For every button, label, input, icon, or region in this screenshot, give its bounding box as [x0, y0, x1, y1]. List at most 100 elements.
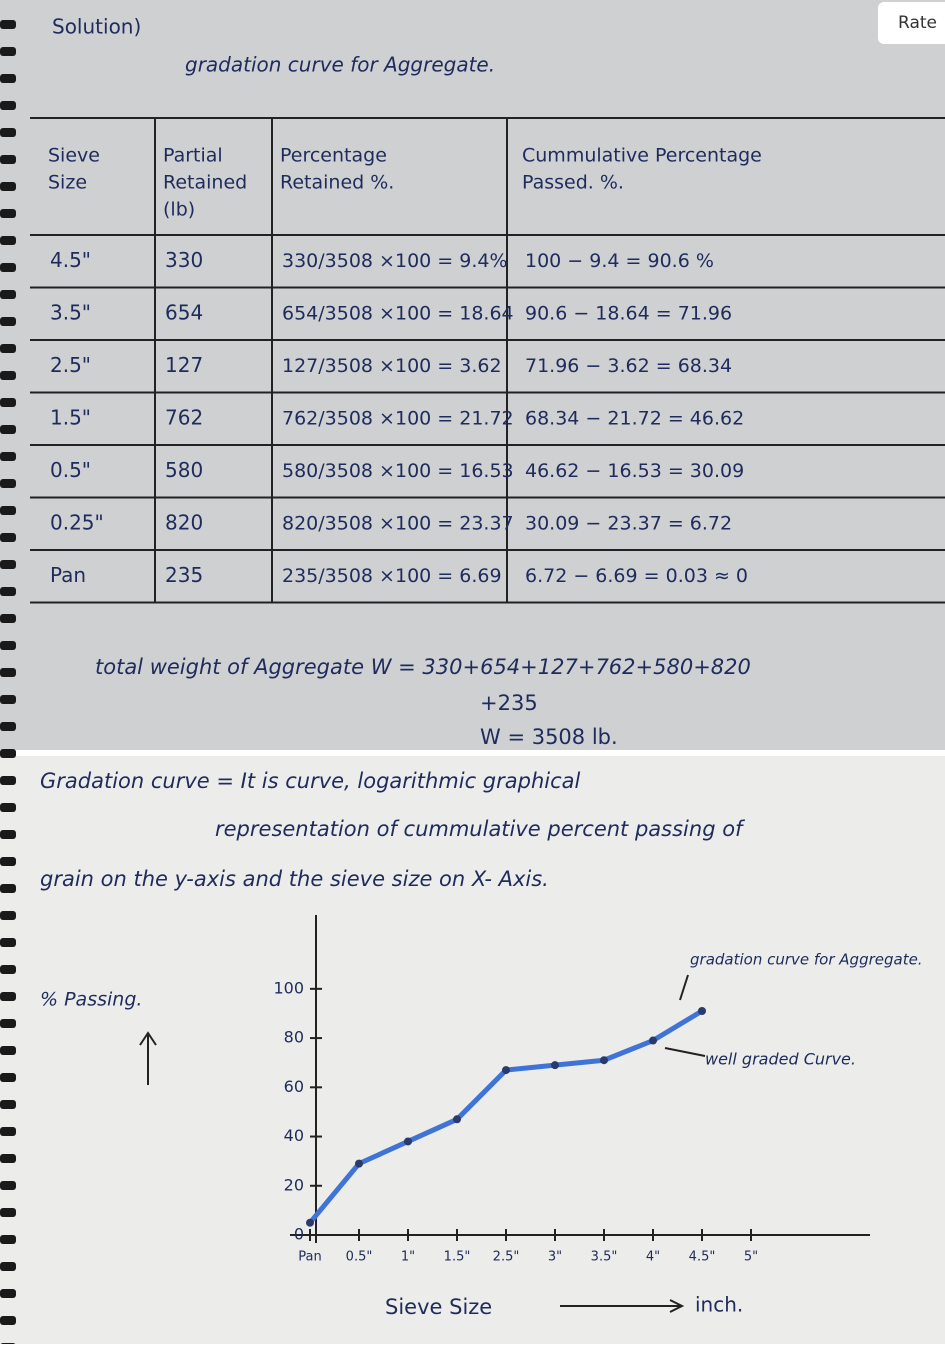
header-cell: Retained	[163, 172, 247, 194]
spiral	[0, 101, 16, 110]
spiral	[0, 857, 16, 866]
spiral	[0, 1181, 16, 1190]
notes-photo	[0, 0, 945, 750]
point	[600, 1056, 608, 1065]
spiral	[0, 398, 16, 407]
header-cell: Passed. %.	[522, 172, 624, 194]
spiral	[0, 992, 16, 1001]
table-cell: 330	[165, 248, 203, 272]
spiral	[0, 1127, 16, 1136]
table-cell: 235/3508 ×100 = 6.69	[282, 565, 502, 587]
x-tick-label: 3.5"	[591, 1250, 618, 1265]
spiral	[0, 236, 16, 245]
rate-label[interactable]: Rate	[898, 13, 937, 33]
spiral	[0, 1019, 16, 1028]
x-tick-label: 1"	[401, 1250, 415, 1265]
x-tick-label: 4.5"	[689, 1250, 716, 1265]
chart: 0 20 40 60 80 100 Pan 0.5" 1" 1.5" 2.5" 3" 3.5" 4" 4.5…	[40, 915, 923, 1319]
x-axis-label: Sieve Size	[385, 1295, 492, 1319]
table-cell: 235	[165, 563, 203, 587]
table-cell: 2.5"	[50, 353, 91, 377]
spiral	[0, 1208, 16, 1217]
table-cell: 30.09 − 23.37 = 6.72	[525, 512, 732, 534]
spiral	[0, 1073, 16, 1082]
table-cell: 71.96 − 3.62 = 68.34	[525, 355, 732, 377]
table-cell: 1.5"	[50, 405, 91, 429]
arrow	[139, 1031, 157, 1085]
y-tick-label: 80	[284, 1028, 304, 1047]
table: Sieve Size Partial Retained (lb) Percentage Re…	[30, 117, 945, 604]
heading: Solution)	[52, 15, 141, 39]
table-cell: 330/3508 ×100 = 9.4%	[282, 250, 508, 272]
total-line: +235	[480, 691, 538, 715]
spiral	[0, 776, 16, 785]
annotation: well graded Curve.	[705, 1050, 856, 1069]
table-cell: 820/3508 ×100 = 23.37	[282, 512, 514, 534]
annotation: gradation curve for Aggregate.	[690, 951, 923, 969]
x-tick-label: Pan	[298, 1250, 321, 1265]
spiral	[0, 587, 16, 596]
spiral	[0, 47, 16, 56]
spiral	[0, 452, 16, 461]
spiral	[0, 20, 16, 29]
spiral	[0, 371, 16, 380]
leader	[664, 1047, 706, 1057]
spiral	[0, 1262, 16, 1271]
spiral	[0, 938, 16, 947]
spiral	[0, 884, 16, 893]
spiral	[0, 1289, 16, 1298]
spiral	[0, 749, 16, 758]
header-cell: Percentage	[280, 145, 387, 167]
total-line: total weight of Aggregate W = 330+654+12…	[95, 655, 751, 679]
spiral	[0, 911, 16, 920]
table-cell: 0.25"	[50, 510, 104, 534]
definition-line: representation of cummulative percent pa…	[215, 817, 746, 841]
point	[551, 1061, 559, 1070]
graph-photo	[0, 756, 945, 1344]
y-tick-label: 20	[284, 1175, 304, 1194]
spiral	[0, 614, 16, 623]
arrow	[560, 1299, 685, 1313]
point	[306, 1218, 314, 1227]
spiral	[0, 344, 16, 353]
spiral	[0, 668, 16, 677]
spiral	[0, 1316, 16, 1325]
x-axis-unit: inch.	[695, 1293, 743, 1317]
spiral	[0, 263, 16, 272]
table-cell: 762/3508 ×100 = 21.72	[282, 407, 514, 429]
x-tick-label: 5"	[744, 1250, 758, 1265]
spiral	[0, 155, 16, 164]
rate-button[interactable]	[878, 2, 945, 44]
separator	[0, 750, 945, 756]
header-cell: Sieve	[48, 145, 100, 167]
point	[355, 1159, 363, 1168]
table-cell: 90.6 − 18.64 = 71.96	[525, 302, 732, 324]
spiral	[0, 1154, 16, 1163]
spiral	[0, 722, 16, 731]
point	[649, 1036, 657, 1045]
header-cell: Retained %.	[280, 172, 394, 194]
spiral	[0, 695, 16, 704]
spiral	[0, 209, 16, 218]
table-cell: 654	[165, 300, 203, 324]
spiral	[0, 182, 16, 191]
table-cell: 4.5"	[50, 248, 91, 272]
header-cell: (lb)	[163, 199, 195, 221]
spiral	[0, 74, 16, 83]
table-cell: 3.5"	[50, 300, 91, 324]
definition-line: Gradation curve = It is curve, logarithm…	[40, 769, 581, 793]
y-tick-label: 60	[284, 1077, 304, 1096]
table-cell: 654/3508 ×100 = 18.64	[282, 302, 514, 324]
spiral	[0, 317, 16, 326]
point	[404, 1137, 412, 1146]
table-cell: 762	[165, 405, 203, 429]
spiral	[0, 533, 16, 542]
total-line: W = 3508 lb.	[480, 725, 618, 749]
point	[698, 1007, 706, 1015]
spiral	[0, 641, 16, 650]
subtitle: gradation curve for Aggregate.	[185, 53, 495, 77]
spiral	[0, 1100, 16, 1109]
x-tick-label: 4"	[646, 1250, 660, 1265]
